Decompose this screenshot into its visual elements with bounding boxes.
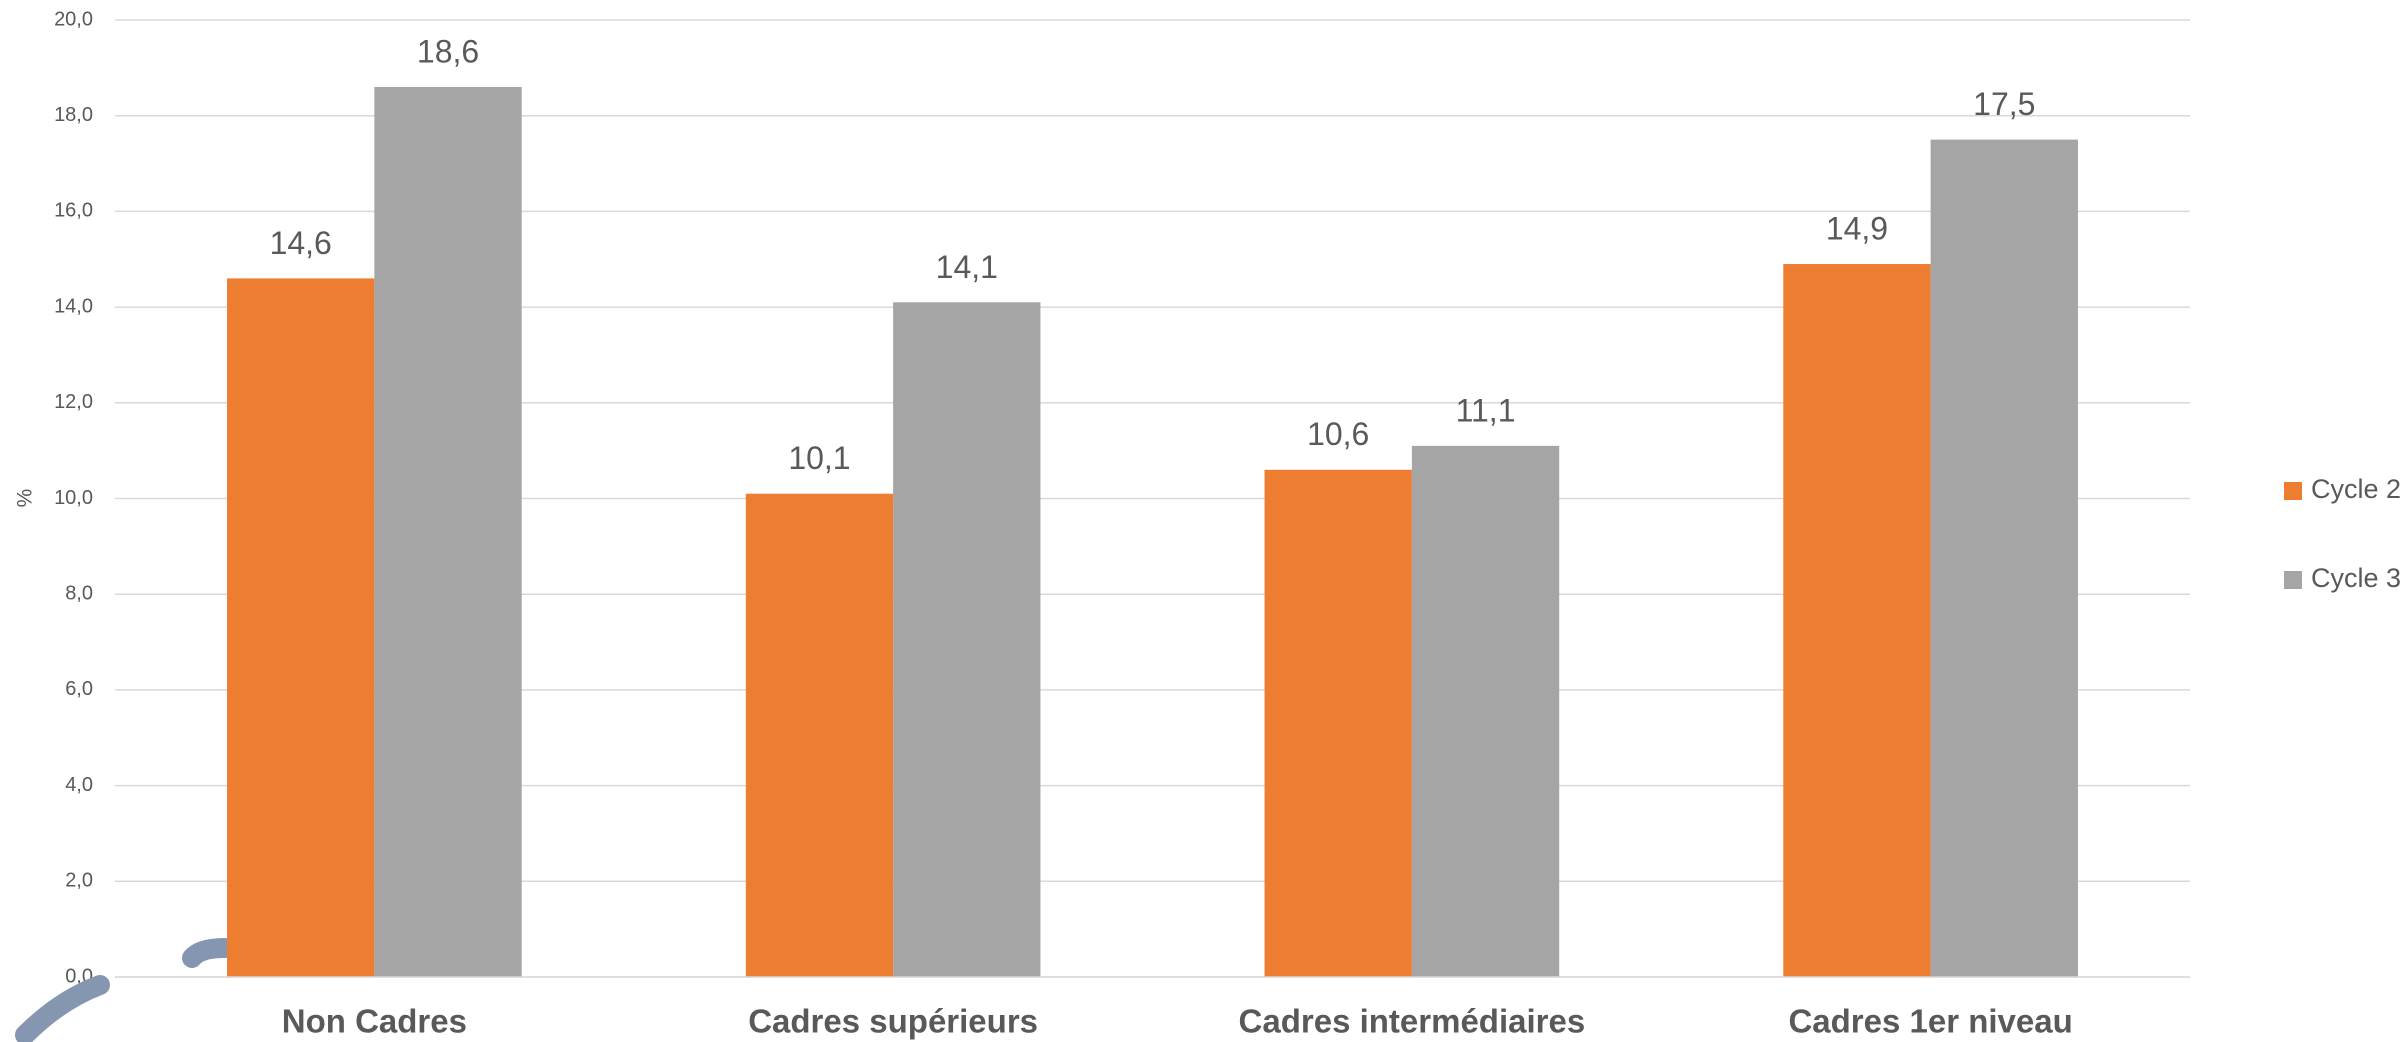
value-label: 14,9	[1826, 210, 1888, 246]
value-label: 11,1	[1456, 392, 1516, 428]
legend-label: Cycle 3	[2311, 563, 2401, 593]
y-tick-label: 6,0	[65, 678, 93, 700]
y-tick-label: 8,0	[65, 582, 93, 604]
y-tick-label: 2,0	[65, 870, 93, 892]
y-tick-label: 20,0	[54, 8, 93, 30]
legend-swatch	[2284, 482, 2302, 500]
bar	[227, 278, 375, 977]
x-tick-label: Cadres 1er niveau	[1788, 1003, 2072, 1040]
bar	[374, 86, 522, 978]
y-tick-label: 4,0	[65, 774, 93, 796]
value-label: 18,6	[417, 33, 479, 69]
x-tick-label: Non Cadres	[282, 1003, 467, 1040]
value-label: 17,5	[1973, 86, 2035, 122]
legend-swatch	[2284, 571, 2302, 589]
y-tick-label: 12,0	[54, 391, 93, 413]
x-tick-label: Cadres supérieurs	[748, 1003, 1038, 1040]
y-axis-title: %	[14, 489, 37, 508]
bar	[1411, 445, 1560, 977]
y-tick-label: 10,0	[54, 487, 93, 509]
value-label: 14,6	[270, 225, 332, 261]
bar	[1930, 139, 2078, 977]
value-label: 14,1	[936, 249, 998, 285]
bar	[745, 493, 894, 977]
y-tick-label: 14,0	[54, 295, 93, 317]
bar	[1264, 469, 1412, 977]
y-tick-label: 18,0	[54, 104, 93, 126]
bar	[1783, 264, 1931, 977]
decoration	[15, 975, 110, 1042]
value-label: 10,6	[1307, 416, 1369, 452]
decoration	[182, 938, 235, 968]
x-tick-label: Cadres intermédiaires	[1239, 1003, 1586, 1040]
legend-label: Cycle 2	[2311, 474, 2401, 504]
y-tick-label: 16,0	[54, 200, 93, 222]
bar	[893, 302, 1041, 977]
value-label: 10,1	[788, 440, 850, 476]
